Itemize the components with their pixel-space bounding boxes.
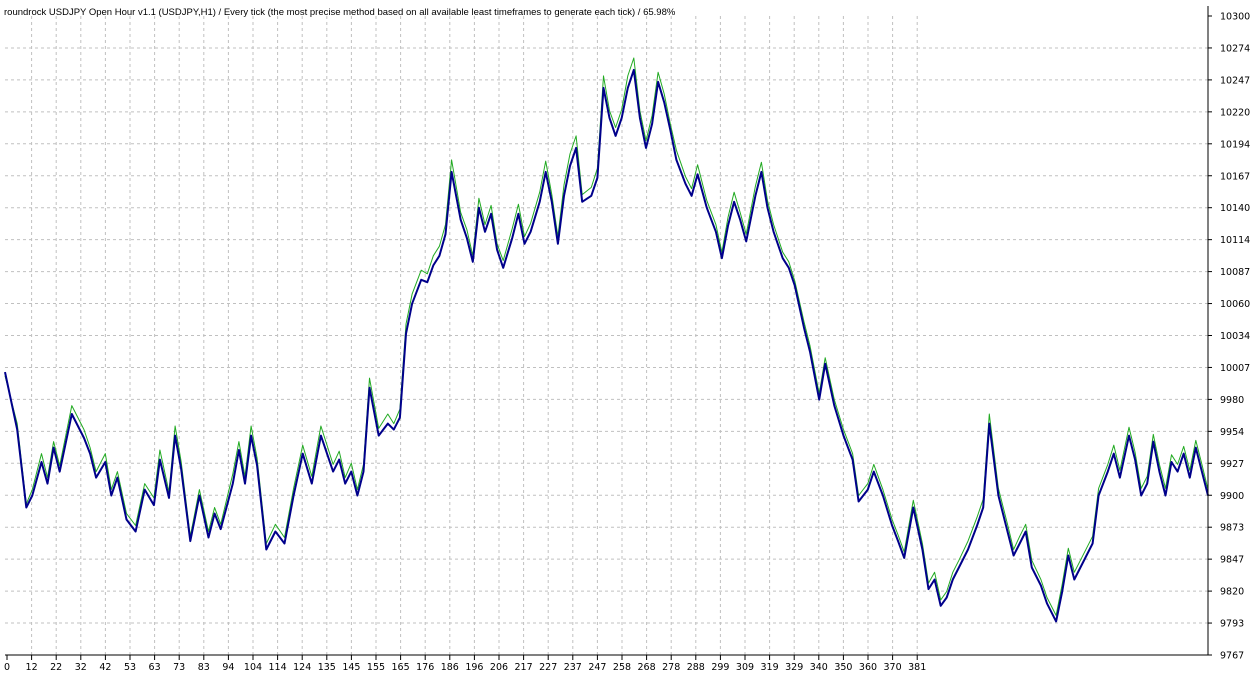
- chart-grid: [5, 16, 1208, 655]
- x-tick-label: 42: [99, 662, 111, 673]
- y-tick-label: 10194: [1220, 139, 1250, 150]
- x-tick-label: 381: [908, 662, 926, 673]
- y-tick-label: 10247: [1220, 75, 1250, 86]
- y-tick-label: 10034: [1220, 331, 1250, 342]
- y-tick-label: 9793: [1220, 619, 1244, 630]
- x-tick-label: 63: [149, 662, 161, 673]
- x-tick-label: 83: [198, 662, 210, 673]
- y-tick-label: 9900: [1220, 491, 1244, 502]
- x-tick-label: 237: [564, 662, 582, 673]
- x-tick-label: 73: [173, 662, 185, 673]
- y-tick-label: 9927: [1220, 459, 1244, 470]
- chart-title: roundrock USDJPY Open Hour v1.1 (USDJPY,…: [4, 7, 676, 18]
- y-tick-label: 10060: [1220, 299, 1250, 310]
- x-tick-label: 258: [613, 662, 631, 673]
- y-tick-label: 9847: [1220, 555, 1244, 566]
- x-tick-label: 155: [367, 662, 385, 673]
- x-tick-label: 94: [222, 662, 234, 673]
- x-tick-label: 319: [761, 662, 779, 673]
- chart-series: [4, 57, 1209, 623]
- x-tick-label: 350: [834, 662, 852, 673]
- x-tick-label: 53: [124, 662, 136, 673]
- x-tick-label: 288: [687, 662, 705, 673]
- x-tick-label: 329: [785, 662, 803, 673]
- x-tick-label: 217: [515, 662, 533, 673]
- x-tick-label: 114: [269, 662, 287, 673]
- y-tick-label: 10167: [1220, 171, 1250, 182]
- y-tick-label: 10087: [1220, 267, 1250, 278]
- x-tick-label: 360: [859, 662, 877, 673]
- y-tick-label: 9767: [1220, 651, 1244, 662]
- x-tick-label: 370: [884, 662, 902, 673]
- x-tick-label: 268: [638, 662, 656, 673]
- y-tick-label: 10300: [1220, 12, 1250, 23]
- plot-frame: [5, 6, 1209, 656]
- x-tick-label: 227: [539, 662, 557, 673]
- x-tick-label: 145: [342, 662, 360, 673]
- y-tick-label: 9980: [1220, 395, 1244, 406]
- y-tick-label: 10220: [1220, 107, 1250, 118]
- y-tick-label: 9954: [1220, 427, 1244, 438]
- y-tick-label: 9820: [1220, 587, 1244, 598]
- y-tick-label: 10140: [1220, 203, 1250, 214]
- y-tick-label: 9873: [1220, 523, 1244, 534]
- x-tick-label: 340: [810, 662, 828, 673]
- x-tick-label: 247: [588, 662, 606, 673]
- x-axis: 0 12 22 32 42 53 63 73 83 94 104 114 124 135 145 155 165…: [4, 655, 926, 673]
- x-tick-label: 124: [293, 662, 311, 673]
- x-tick-label: 12: [26, 662, 38, 673]
- x-tick-label: 309: [736, 662, 754, 673]
- balance-line: [4, 68, 1209, 623]
- x-tick-label: 0: [4, 662, 10, 673]
- y-tick-label: 10114: [1220, 235, 1250, 246]
- x-tick-label: 196: [465, 662, 483, 673]
- x-tick-label: 278: [662, 662, 680, 673]
- x-tick-label: 176: [416, 662, 434, 673]
- x-tick-label: 32: [75, 662, 87, 673]
- x-tick-label: 206: [490, 662, 508, 673]
- x-tick-label: 22: [50, 662, 62, 673]
- x-tick-label: 104: [244, 662, 262, 673]
- equity-line: [4, 57, 1209, 616]
- x-tick-label: 135: [318, 662, 336, 673]
- x-tick-label: 186: [441, 662, 459, 673]
- x-tick-label: 299: [711, 662, 729, 673]
- y-axis: 10300 10274 10247 10220 10194 10167 10140 10114…: [1208, 12, 1250, 662]
- y-tick-label: 10007: [1220, 363, 1250, 374]
- x-tick-label: 165: [392, 662, 410, 673]
- y-tick-label: 10274: [1220, 43, 1250, 54]
